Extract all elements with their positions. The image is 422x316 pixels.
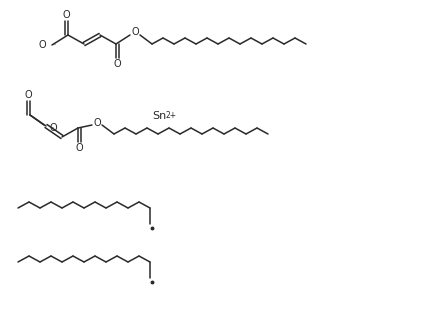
Text: ⁻: ⁻ (49, 124, 53, 133)
Text: 2+: 2+ (166, 111, 177, 120)
Text: O: O (50, 123, 58, 133)
Text: O: O (25, 90, 32, 100)
Text: O: O (114, 59, 121, 69)
Text: O: O (38, 40, 46, 50)
Text: O: O (76, 143, 83, 153)
Text: O: O (63, 10, 70, 20)
Text: O: O (93, 118, 101, 128)
Text: ⁻: ⁻ (51, 41, 55, 50)
Text: Sn: Sn (152, 111, 166, 121)
Text: O: O (131, 27, 139, 37)
